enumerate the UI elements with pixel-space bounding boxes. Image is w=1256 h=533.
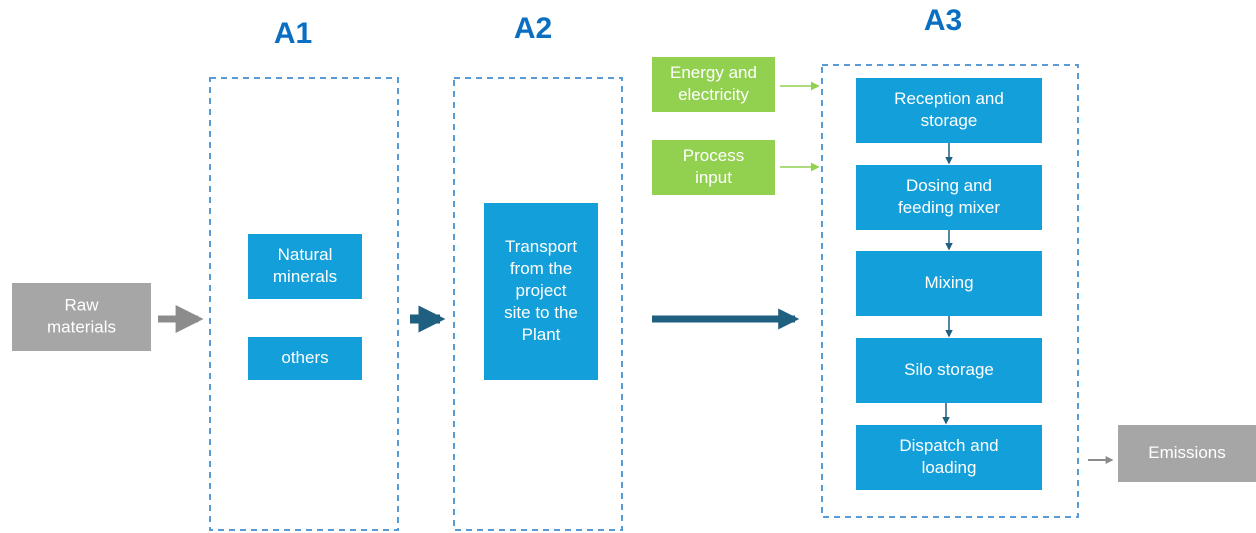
input-box [652,57,775,112]
process-box-text: Dosing and [906,176,992,195]
raw-materials-text: materials [47,317,116,336]
input-box-text: Energy and [670,63,757,82]
process-box-text: minerals [273,267,337,286]
process-box-text: Silo storage [904,360,994,379]
process-box [856,338,1042,403]
process-box [248,234,362,299]
process-box [484,203,598,380]
emissions [1118,425,1256,482]
process-box-text: Transport [505,237,577,256]
raw-materials-text: Raw [64,295,99,314]
process-box-text: project [515,281,566,300]
input-box-text: input [695,168,732,187]
process-box-text: loading [922,458,977,477]
process-box [856,251,1042,316]
process-box-text: Plant [522,325,561,344]
process-box-text: Dispatch and [899,436,998,455]
input-box-text: electricity [678,85,749,104]
stage-label: A2 [514,12,552,45]
process-box [248,337,362,380]
process-box-text: from the [510,259,572,278]
process-box [856,165,1042,230]
process-box-text: Natural [278,245,333,264]
process-box [856,78,1042,143]
process-box-text: others [281,348,328,367]
process-box-text: feeding mixer [898,198,1000,217]
stage-frame [453,77,623,531]
process-box [856,425,1042,490]
process-box-text: Reception and [894,89,1004,108]
process-box-text: storage [921,111,978,130]
stage-frame [821,64,1079,518]
emissions-text: Emissions [1148,443,1225,462]
input-box-text: Process [683,146,744,165]
stage-label: A1 [274,17,312,50]
raw-materials [12,283,151,351]
stage-frame [209,77,399,531]
input-box [652,140,775,195]
stage-label: A3 [924,4,962,37]
process-box-text: site to the [504,303,578,322]
process-box-text: Mixing [924,273,973,292]
